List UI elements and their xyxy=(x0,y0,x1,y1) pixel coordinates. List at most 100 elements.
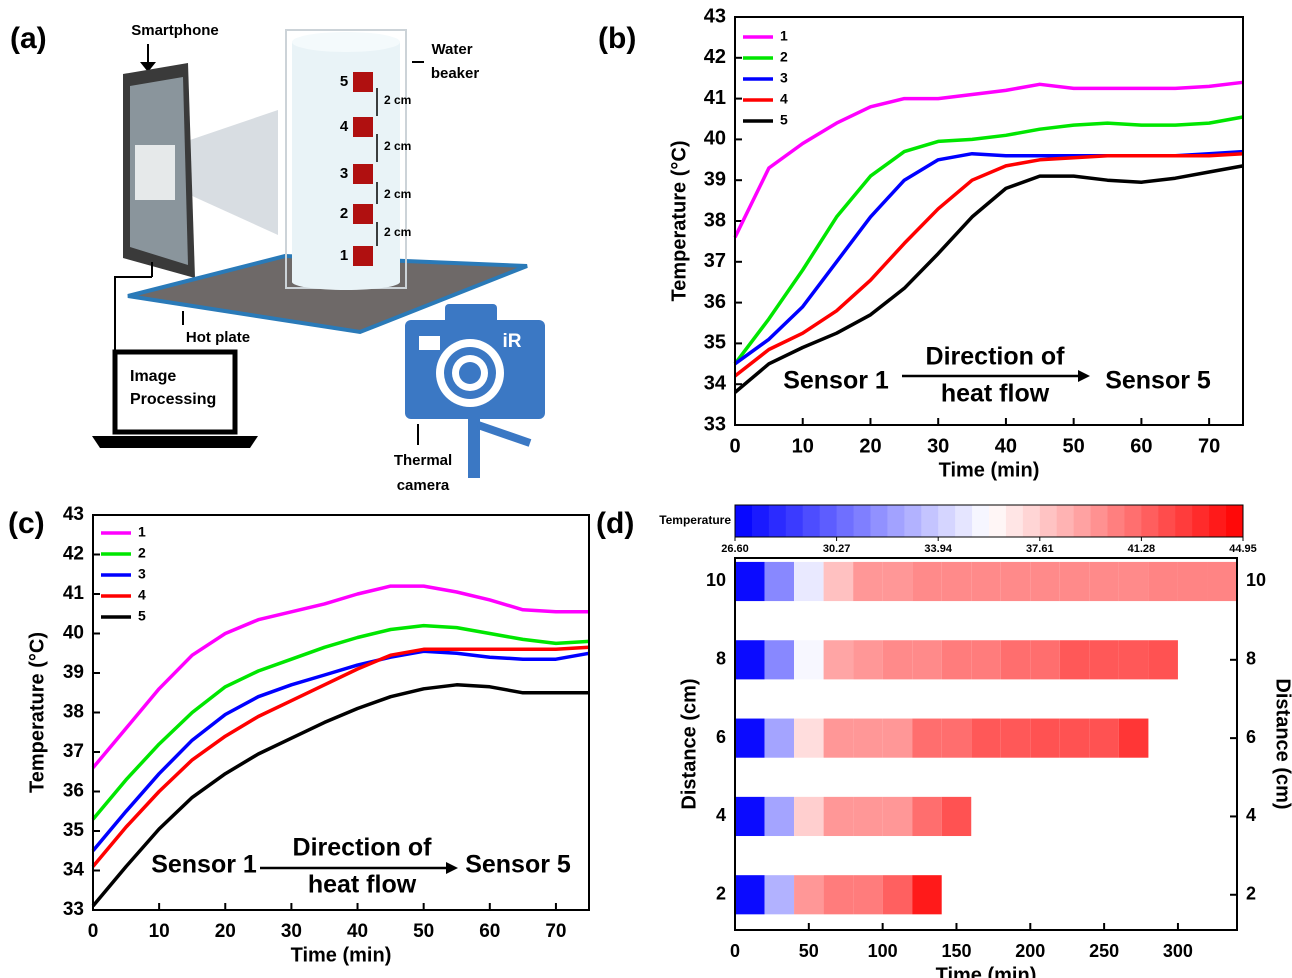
heat-cell xyxy=(765,875,795,914)
panel-label: (b) xyxy=(598,22,636,55)
heat-cell xyxy=(1060,562,1090,601)
heat-cell xyxy=(853,875,883,914)
label: Water xyxy=(431,41,472,58)
y-tick-label: 39 xyxy=(63,662,84,683)
colorbar-swatch xyxy=(1074,505,1091,537)
legend-label: 2 xyxy=(780,49,788,65)
heat-cell xyxy=(1030,562,1060,601)
x-tick-label: 60 xyxy=(479,921,500,942)
panel-label: (d) xyxy=(596,507,634,540)
colorbar-title: Temperature xyxy=(659,513,731,527)
heat-cell xyxy=(824,875,854,914)
x-tick-label: 300 xyxy=(1163,941,1193,961)
colorbar-swatch xyxy=(921,505,938,537)
x-tick-label: 10 xyxy=(149,921,170,942)
heat-cell xyxy=(1001,719,1031,758)
annotation: Sensor 1 xyxy=(783,367,889,395)
x-tick-label: 10 xyxy=(792,435,814,457)
colorbar-swatch xyxy=(769,505,786,537)
colorbar-swatch xyxy=(735,505,752,537)
legend-label: 3 xyxy=(780,70,788,86)
beaker-bottom xyxy=(292,274,400,290)
colorbar-tick-label: 41.28 xyxy=(1128,543,1156,555)
colorbar-swatch xyxy=(1040,505,1057,537)
heat-cell xyxy=(883,875,913,914)
annotation: Sensor 1 xyxy=(151,851,257,879)
y-tick-label-right: 6 xyxy=(1246,727,1256,747)
heat-cell xyxy=(824,640,854,679)
heat-cell xyxy=(1119,562,1149,601)
heat-cell xyxy=(853,797,883,836)
heat-cell xyxy=(794,719,824,758)
heat-cell xyxy=(1030,640,1060,679)
y-tick-label: 2 xyxy=(716,884,726,904)
colorbar-swatch xyxy=(955,505,972,537)
annotation: heat flow xyxy=(941,380,1050,408)
x-tick-label: 30 xyxy=(281,921,302,942)
heat-cell xyxy=(824,562,854,601)
y-axis-title: Distance (cm) xyxy=(678,678,700,809)
colorbar-tick-label: 30.27 xyxy=(823,543,851,555)
heat-cell xyxy=(1089,719,1119,758)
spacing: 2 cm xyxy=(384,139,411,153)
y-tick-label: 34 xyxy=(63,860,85,881)
x-tick-label: 40 xyxy=(995,435,1017,457)
heat-cell xyxy=(735,719,765,758)
colorbar-swatch xyxy=(854,505,871,537)
heat-cell xyxy=(883,719,913,758)
panel-label: (c) xyxy=(8,507,45,540)
colorbar-swatch xyxy=(904,505,921,537)
y-tick-label: 40 xyxy=(63,623,84,644)
heat-cell xyxy=(735,640,765,679)
x-tick-label: 70 xyxy=(1198,435,1220,457)
label: beaker xyxy=(431,65,480,82)
annotation: Direction of xyxy=(293,834,433,862)
beaker-top xyxy=(292,32,400,52)
colorbar-swatch xyxy=(837,505,854,537)
heat-cell xyxy=(853,719,883,758)
y-tick-label: 43 xyxy=(704,5,726,27)
colorbar-swatch xyxy=(803,505,820,537)
y-tick-label: 43 xyxy=(63,504,84,525)
colorbar-swatch xyxy=(1023,505,1040,537)
sensor xyxy=(353,164,373,184)
x-tick-label: 0 xyxy=(88,921,99,942)
spacing: 2 cm xyxy=(384,225,411,239)
y-tick-label: 35 xyxy=(63,820,85,841)
colorbar-swatch xyxy=(1141,505,1158,537)
heat-cell xyxy=(971,640,1001,679)
y-tick-label: 42 xyxy=(63,544,84,565)
heat-cell xyxy=(1148,562,1178,601)
camera-flash xyxy=(419,336,440,350)
legend-label: 5 xyxy=(780,112,788,128)
annotation-arrow-head xyxy=(1078,370,1090,382)
y-tick-label: 39 xyxy=(704,168,726,190)
heat-cell xyxy=(853,562,883,601)
colorbar-swatch xyxy=(752,505,769,537)
camera-lens xyxy=(459,362,481,384)
x-tick-label: 250 xyxy=(1089,941,1119,961)
colorbar-swatch xyxy=(1108,505,1125,537)
legend-label: 5 xyxy=(138,608,146,624)
y-tick-label: 33 xyxy=(704,413,726,435)
y-tick-label: 38 xyxy=(704,209,726,231)
annotation: Sensor 5 xyxy=(465,851,571,879)
heat-cell xyxy=(1060,640,1090,679)
series-line xyxy=(93,626,589,820)
tripod-handle xyxy=(478,425,530,443)
y-tick-label: 36 xyxy=(63,781,84,802)
colorbar-swatch xyxy=(1192,505,1209,537)
heat-cell xyxy=(942,562,972,601)
y-tick-label: 38 xyxy=(63,702,84,723)
x-tick-label: 40 xyxy=(347,921,368,942)
x-tick-label: 50 xyxy=(1063,435,1085,457)
sensor xyxy=(353,72,373,92)
y-tick-label: 42 xyxy=(704,46,726,68)
sensor xyxy=(353,204,373,224)
heat-cell xyxy=(912,640,942,679)
annotation: Sensor 5 xyxy=(1105,367,1211,395)
label: Smartphone xyxy=(131,22,219,39)
x-tick-label: 0 xyxy=(730,941,740,961)
colorbar-tick-label: 37.61 xyxy=(1026,543,1054,555)
colorbar-swatch xyxy=(1006,505,1023,537)
